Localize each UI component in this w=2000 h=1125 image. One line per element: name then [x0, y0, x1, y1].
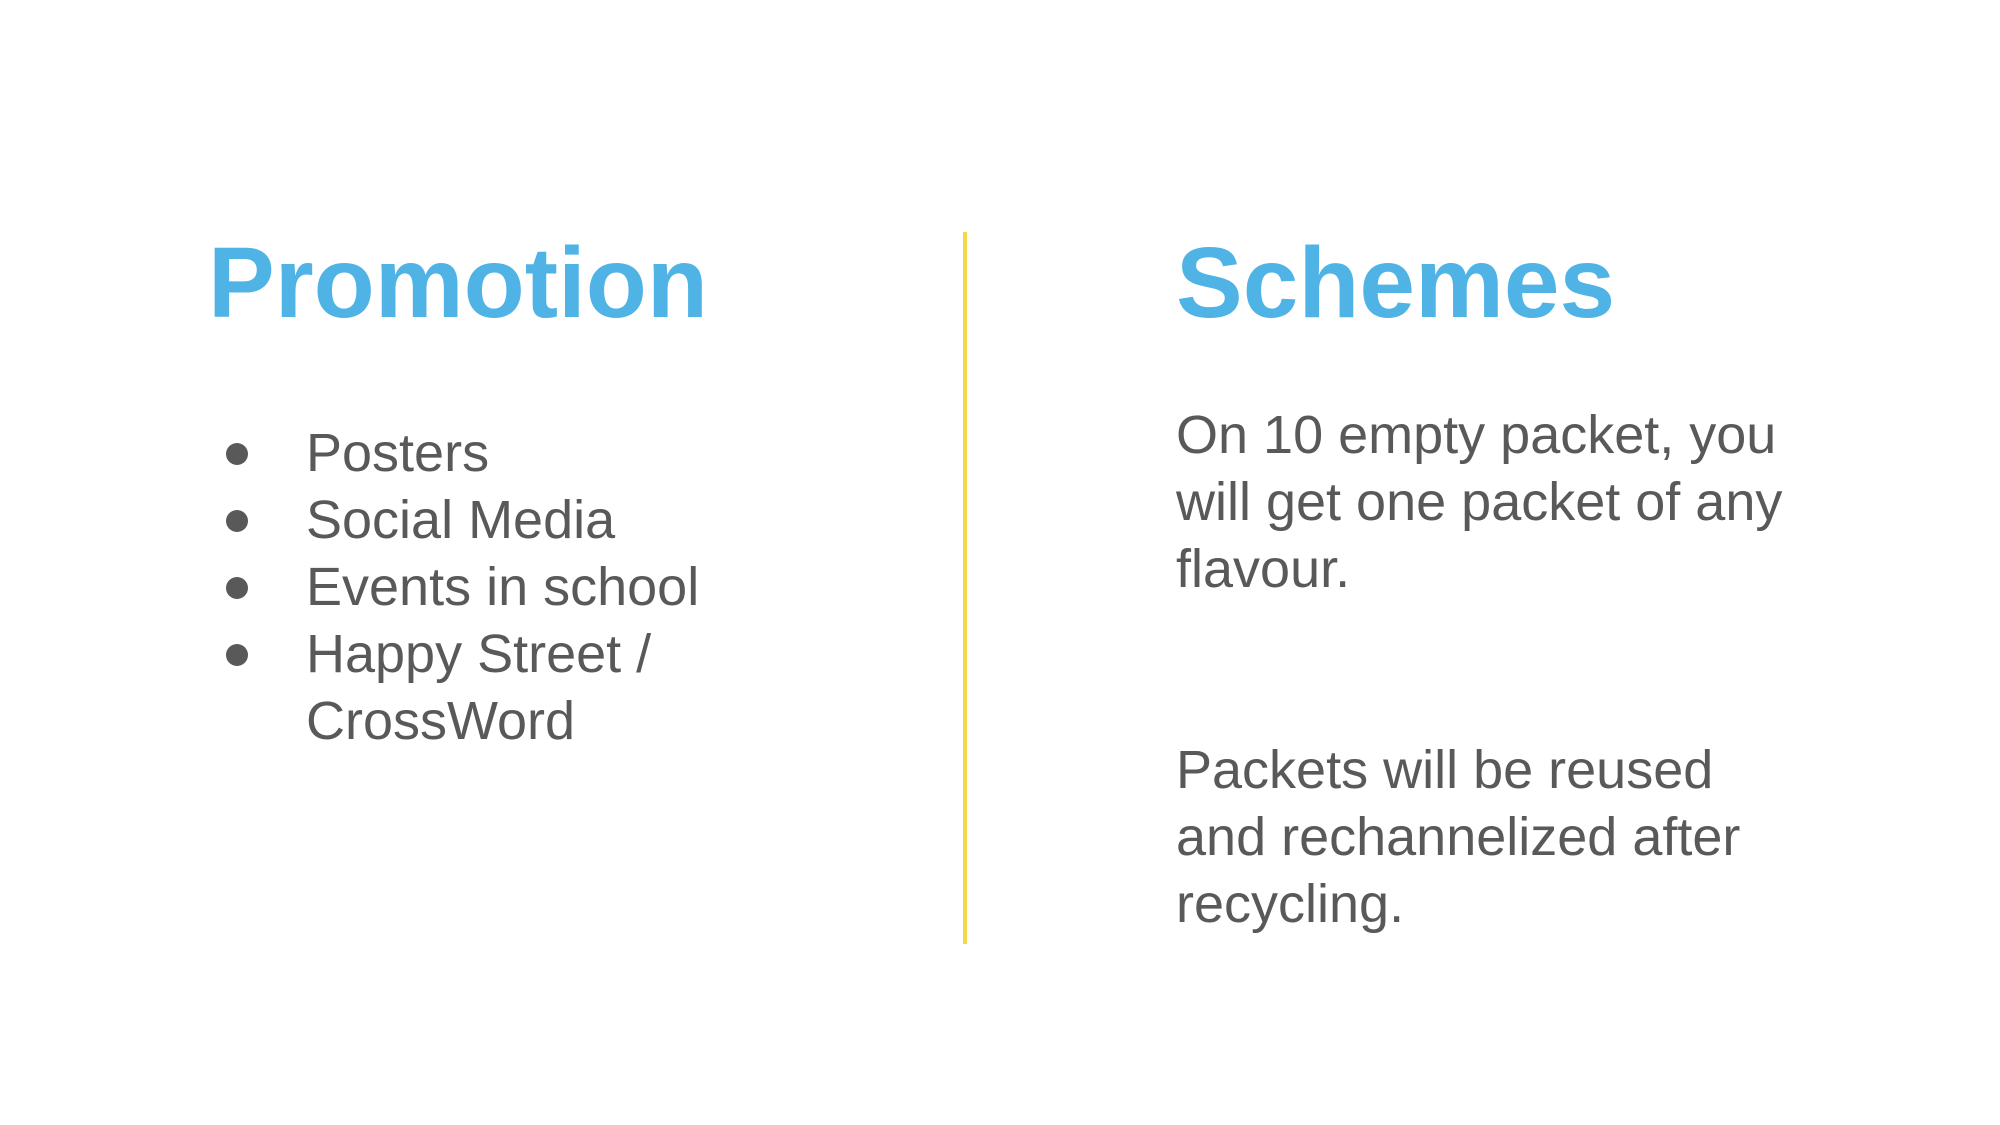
bullet-icon [226, 644, 248, 666]
schemes-heading: Schemes [1176, 227, 1616, 339]
bullet-icon [226, 510, 248, 532]
promotion-heading: Promotion [208, 227, 708, 339]
scheme-paragraph-1: On 10 empty packet, you will get one pac… [1176, 405, 1783, 599]
bullet-icon [226, 443, 248, 465]
list-item-label: Social Media [306, 490, 616, 550]
promotion-list: Posters Social Media Events in school Ha… [220, 420, 920, 755]
scheme-paragraph-2: Packets will be reused and rechannelized… [1176, 740, 1741, 934]
list-item-label: Posters [306, 423, 490, 483]
list-item: Posters [220, 420, 920, 487]
list-item-label: Events in school [306, 557, 700, 617]
list-item: Happy Street / CrossWord [220, 621, 920, 755]
list-item: Events in school [220, 554, 920, 621]
bullet-icon [226, 577, 248, 599]
list-item: Social Media [220, 487, 920, 554]
list-item-label: Happy Street / CrossWord [306, 624, 652, 751]
column-divider [963, 232, 967, 944]
